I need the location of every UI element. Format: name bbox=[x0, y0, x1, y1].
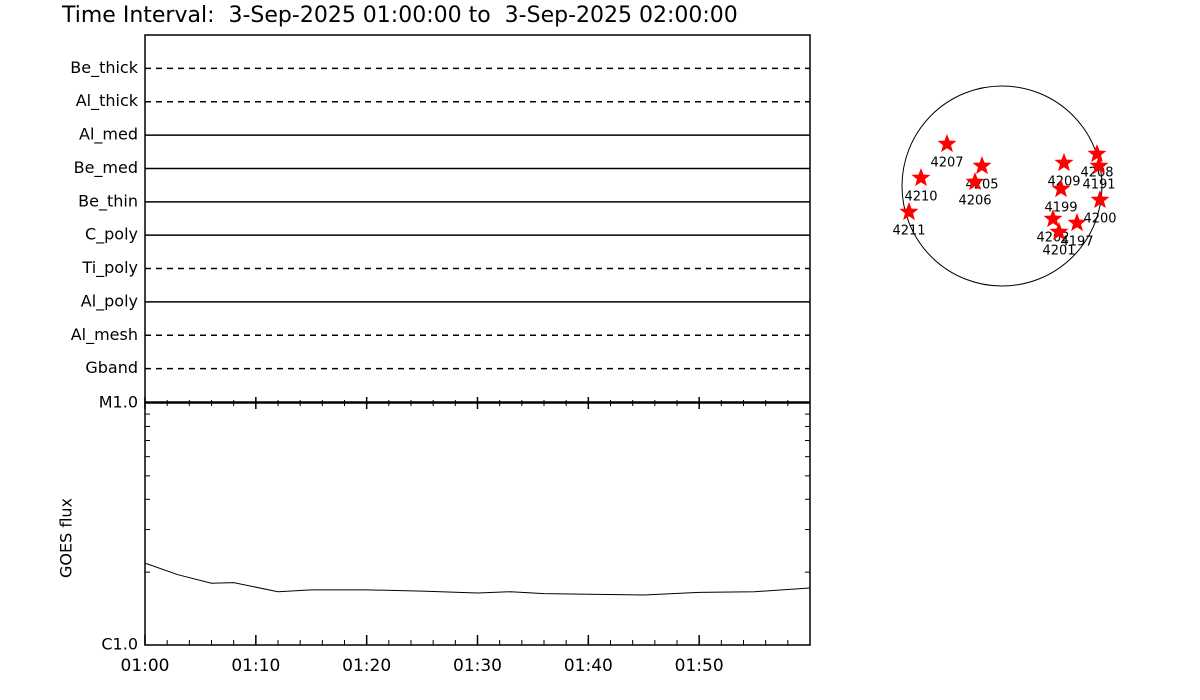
active-region bbox=[911, 168, 931, 187]
filter-label: Be_med bbox=[74, 158, 138, 178]
x-tick-label: 01:40 bbox=[564, 656, 613, 676]
region-label: 4208 bbox=[1080, 166, 1113, 181]
filter-label: Al_thick bbox=[76, 91, 139, 111]
y-tick-label: M1.0 bbox=[99, 393, 138, 412]
region-label: 4201 bbox=[1042, 244, 1075, 259]
filter-label: Be_thick bbox=[70, 58, 138, 78]
region-label: 4200 bbox=[1083, 212, 1116, 227]
y-axis-label: GOES flux bbox=[57, 498, 76, 578]
region-label: 4191 bbox=[1082, 178, 1115, 193]
region-label: 4210 bbox=[904, 190, 937, 205]
filter-label: C_poly bbox=[85, 225, 138, 245]
goes-line bbox=[144, 562, 811, 596]
filter-label: Be_thin bbox=[78, 191, 138, 211]
active-region bbox=[1043, 209, 1063, 228]
filter-label: Al_med bbox=[79, 125, 138, 145]
active-region bbox=[972, 156, 992, 175]
filter-label: Al_mesh bbox=[71, 325, 138, 345]
region-label: 4206 bbox=[958, 194, 991, 209]
region-label: 4211 bbox=[892, 224, 925, 239]
filter-label: Gband bbox=[85, 358, 138, 377]
region-label: 4207 bbox=[930, 156, 963, 171]
goes-panel bbox=[144, 402, 811, 646]
active-region bbox=[1051, 179, 1071, 198]
active-region bbox=[1054, 153, 1074, 172]
x-tick-label: 01:30 bbox=[453, 656, 502, 676]
active-region bbox=[1067, 213, 1087, 232]
x-tick-label: 01:20 bbox=[342, 656, 391, 676]
x-tick-label: 01:10 bbox=[231, 656, 280, 676]
x-tick-label: 01:00 bbox=[121, 656, 170, 676]
active-region bbox=[899, 202, 919, 221]
active-region bbox=[937, 134, 957, 153]
solar-disk bbox=[901, 85, 1103, 287]
active-region bbox=[1049, 222, 1069, 241]
y-tick-label: C1.0 bbox=[101, 635, 138, 654]
active-region bbox=[1090, 190, 1110, 209]
filter-label: Al_poly bbox=[81, 291, 138, 311]
region-label: 4199 bbox=[1044, 201, 1077, 216]
active-region bbox=[965, 172, 985, 191]
filter-panel bbox=[144, 34, 811, 403]
chart-title: Time Interval: 3-Sep-2025 01:00:00 to 3-… bbox=[61, 3, 738, 28]
region-label: 4197 bbox=[1060, 235, 1093, 250]
active-region bbox=[1087, 144, 1107, 163]
x-tick-label: 01:50 bbox=[675, 656, 724, 676]
active-region bbox=[1089, 156, 1109, 175]
filter-label: Ti_poly bbox=[81, 258, 138, 278]
